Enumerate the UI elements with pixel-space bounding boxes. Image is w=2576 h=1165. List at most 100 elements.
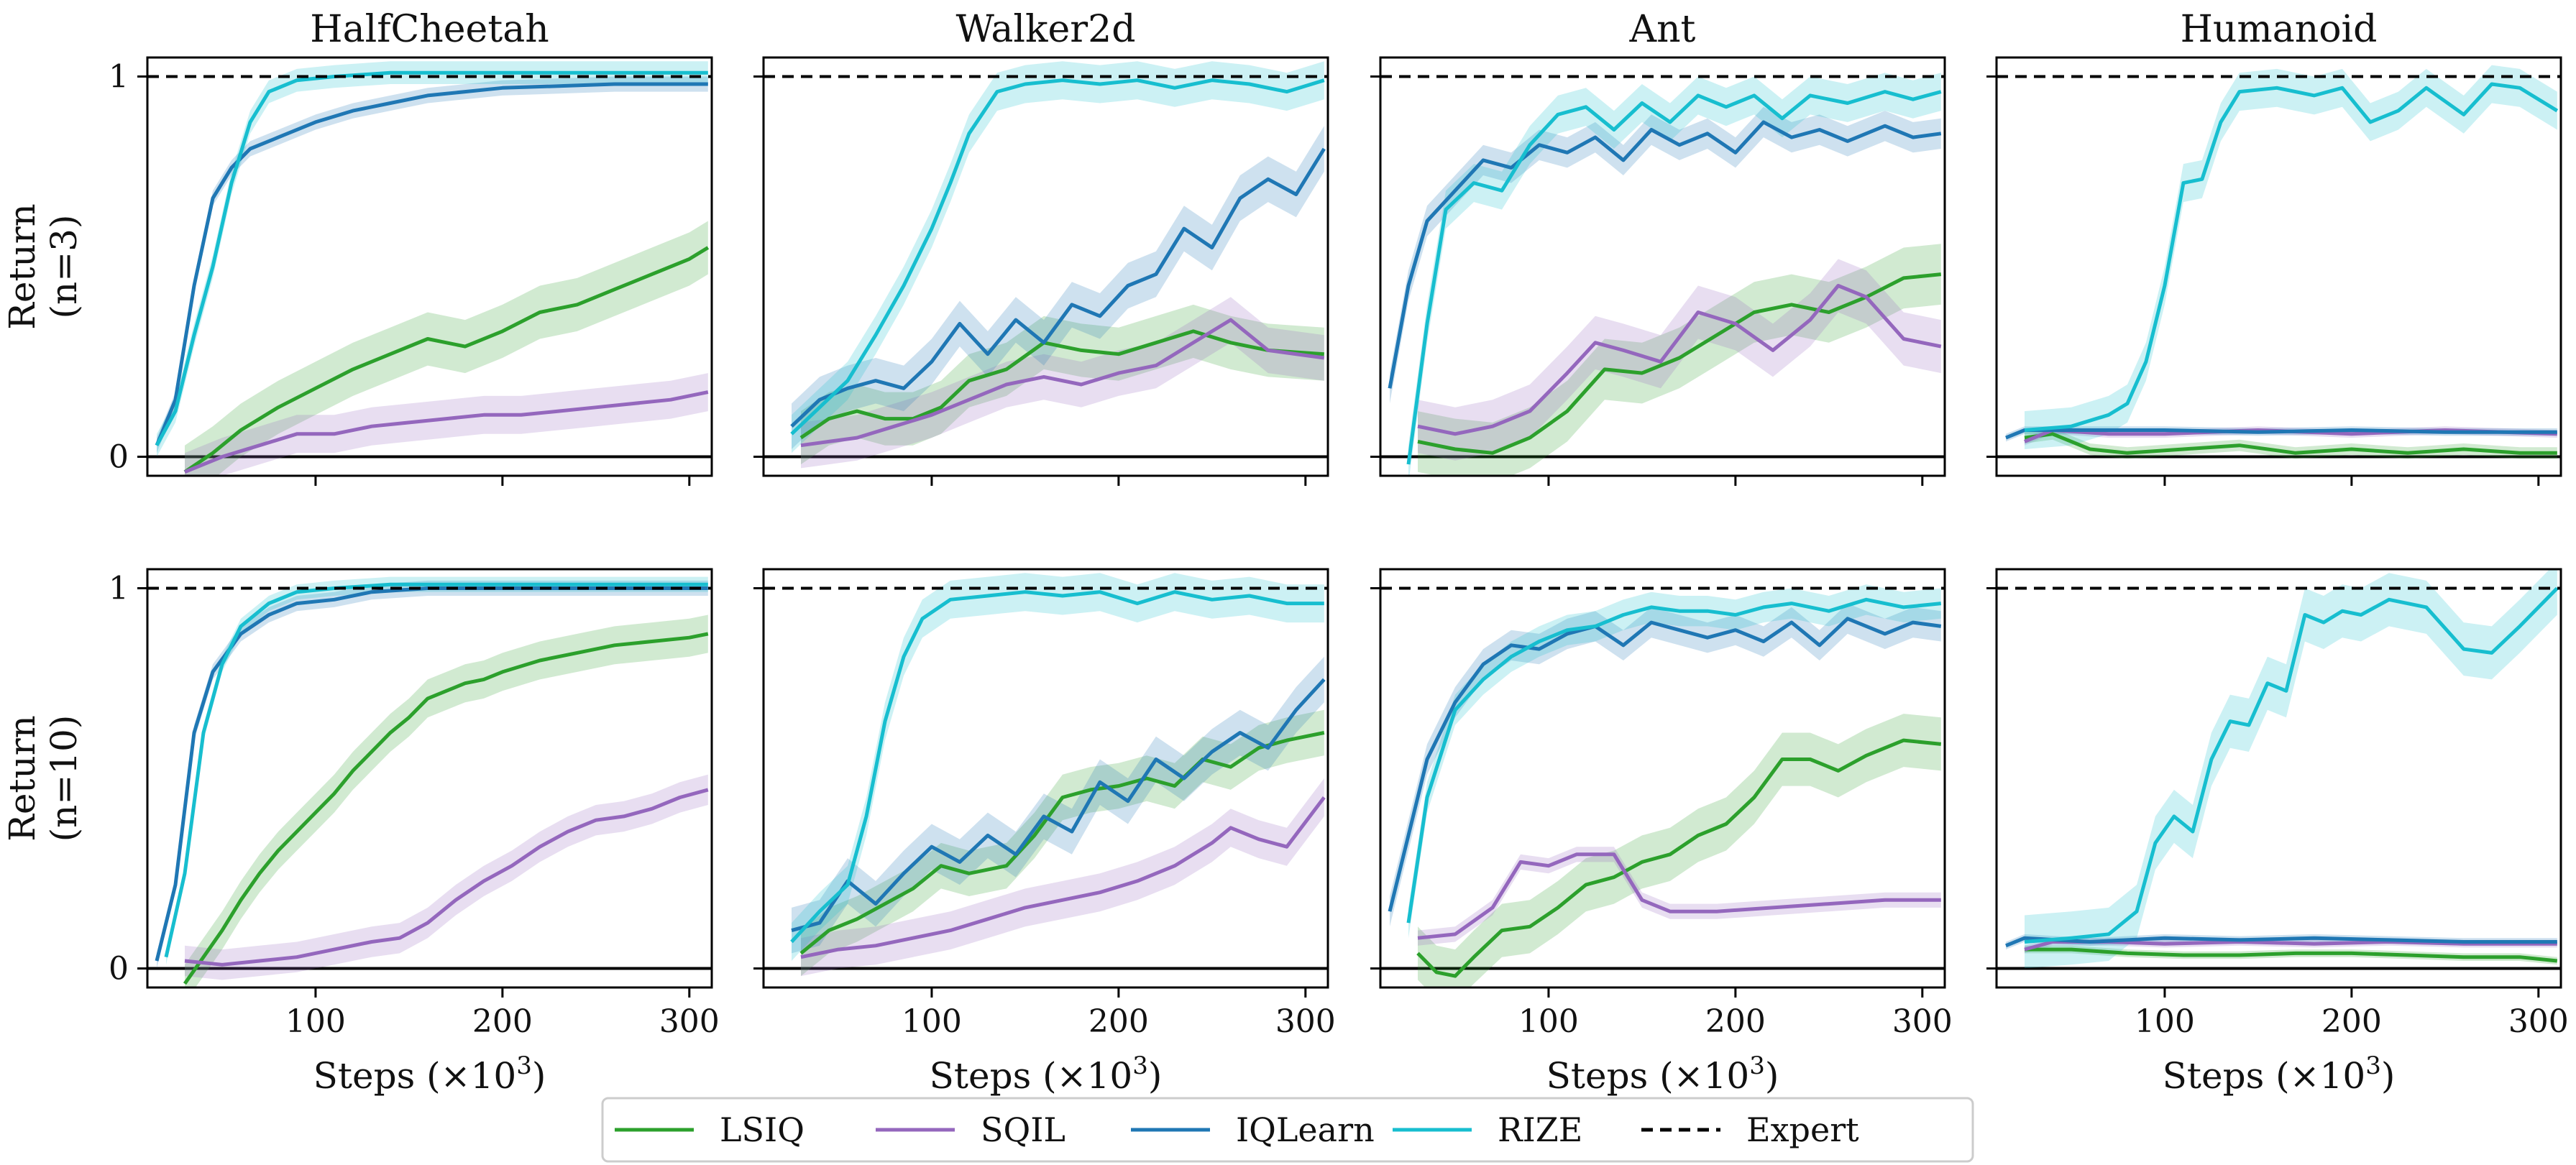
line-sqil	[1417, 852, 1941, 940]
panel-humanoid-row2: 100 200 300 Steps (×103)	[1986, 568, 2569, 1097]
x-axis-label: Steps (×103)	[313, 1051, 546, 1097]
legend-entry-rize: RIZE	[1393, 1110, 1582, 1149]
y-tick-label: 0	[109, 439, 129, 476]
panel-title: Walker2d	[955, 8, 1135, 51]
x-tick-label: 300	[1275, 1003, 1336, 1040]
plot-area	[1380, 584, 1945, 987]
panel-frame	[1379, 56, 1946, 477]
panel-halfcheetah-row2: 0 1 100 200 300 Steps (×103) Return(n=10)	[1, 568, 720, 1097]
y-axis-label: Return(n=10)	[1, 715, 85, 842]
band-sqil	[1418, 847, 1941, 946]
legend-entry-lsiq: LSIQ	[615, 1110, 805, 1149]
band-rize	[2025, 569, 2557, 969]
line-lsiq	[799, 329, 1324, 440]
x-axis-label: Steps (×103)	[930, 1051, 1163, 1097]
panel-walker2d-row2: 100 200 300 Steps (×103)	[753, 568, 1336, 1097]
plot-area	[1380, 73, 1945, 476]
x-axis-label: Steps (×103)	[2163, 1051, 2396, 1097]
panel-humanoid-row1: Humanoid	[1986, 8, 2562, 486]
line-sqil	[800, 318, 1325, 448]
band-rize	[2025, 65, 2557, 450]
line-iqlearn	[790, 147, 1326, 428]
line-iqlearn	[155, 82, 708, 446]
plot-area	[764, 61, 1328, 469]
y-tick-label: 1	[109, 570, 129, 607]
line-rize	[790, 590, 1324, 944]
legend-label: SQIL	[981, 1110, 1065, 1149]
band-iqlearn	[1390, 106, 1941, 404]
line-rize	[1406, 597, 1942, 924]
x-tick-label: 100	[285, 1003, 346, 1040]
band-lsiq	[801, 709, 1324, 977]
band-sqil	[801, 778, 1324, 977]
line-lsiq	[183, 246, 710, 474]
line-lsiq	[183, 632, 709, 985]
x-tick-label: 300	[2508, 1003, 2569, 1040]
x-tick-label: 100	[2135, 1003, 2195, 1040]
line-lsiq	[1417, 272, 1942, 455]
plot-area	[1997, 569, 2561, 970]
legend-entry-sqil: SQIL	[876, 1110, 1065, 1149]
x-tick-label: 200	[1705, 1003, 1766, 1040]
line-rize	[2024, 82, 2559, 432]
plot-area	[147, 61, 712, 476]
line-sqil	[800, 796, 1326, 959]
panel-frame	[762, 568, 1329, 989]
legend: LSIQ SQIL IQLearn RIZE Expert	[601, 1097, 1974, 1163]
panel-frame	[146, 568, 713, 989]
legend-label: RIZE	[1498, 1110, 1582, 1149]
panel-frame	[1995, 568, 2562, 989]
band-rize	[792, 573, 1324, 961]
y-axis-label: Return(n=3)	[1, 203, 85, 330]
line-rize	[1406, 90, 1942, 465]
panel-frame	[1379, 568, 1946, 989]
legend-label: IQLearn	[1236, 1110, 1375, 1149]
x-tick-label: 200	[1088, 1003, 1149, 1040]
band-sqil	[801, 297, 1324, 469]
panel-ant-row2: 100 200 300 Steps (×103)	[1370, 568, 1953, 1097]
x-axis-label: Steps (×103)	[1546, 1051, 1779, 1097]
x-tick-label: 300	[1892, 1003, 1953, 1040]
panel-frame	[1995, 56, 2562, 477]
y-tick-label: 0	[109, 951, 129, 987]
band-rize	[792, 61, 1324, 453]
band-lsiq	[1418, 714, 1941, 987]
x-tick-label: 200	[472, 1003, 533, 1040]
line-iqlearn	[1388, 617, 1942, 912]
legend-label: LSIQ	[720, 1110, 805, 1149]
x-tick-label: 200	[2321, 1003, 2382, 1040]
panel-title: HalfCheetah	[310, 8, 549, 51]
legend-label: Expert	[1746, 1110, 1859, 1149]
panel-frame	[762, 56, 1329, 477]
line-lsiq	[1416, 738, 1942, 978]
legend-entry-expert: Expert	[1641, 1110, 1859, 1149]
band-sqil	[185, 373, 708, 476]
line-rize	[790, 78, 1325, 436]
legend-box	[601, 1097, 1974, 1163]
plot-area	[147, 576, 712, 987]
line-iqlearn	[1388, 120, 1942, 389]
line-rize	[155, 70, 708, 446]
line-sqil	[184, 788, 709, 967]
panel-halfcheetah-row1: 0 1 HalfCheetah Return(n=3)	[1, 8, 713, 486]
x-tick-label: 300	[659, 1003, 720, 1040]
panel-frame	[146, 56, 713, 477]
line-iqlearn	[791, 678, 1326, 933]
panel-title: Ant	[1629, 8, 1696, 51]
line-lsiq	[799, 731, 1325, 955]
panel-walker2d-row1: Walker2d	[753, 8, 1329, 486]
y-tick-label: 1	[109, 58, 129, 95]
x-tick-label: 100	[1518, 1003, 1579, 1040]
line-rize	[2024, 586, 2559, 944]
band-iqlearn	[1390, 603, 1941, 927]
plot-area	[1997, 65, 2561, 459]
band-lsiq	[185, 221, 708, 476]
panel-title: Humanoid	[2181, 8, 2378, 51]
line-rize	[164, 582, 708, 958]
plot-area	[764, 573, 1328, 977]
line-iqlearn	[155, 586, 708, 962]
legend-entry-iqlearn: IQLearn	[1131, 1110, 1375, 1149]
line-sqil	[1417, 284, 1942, 436]
panel-ant-row1: Ant	[1370, 8, 1946, 486]
